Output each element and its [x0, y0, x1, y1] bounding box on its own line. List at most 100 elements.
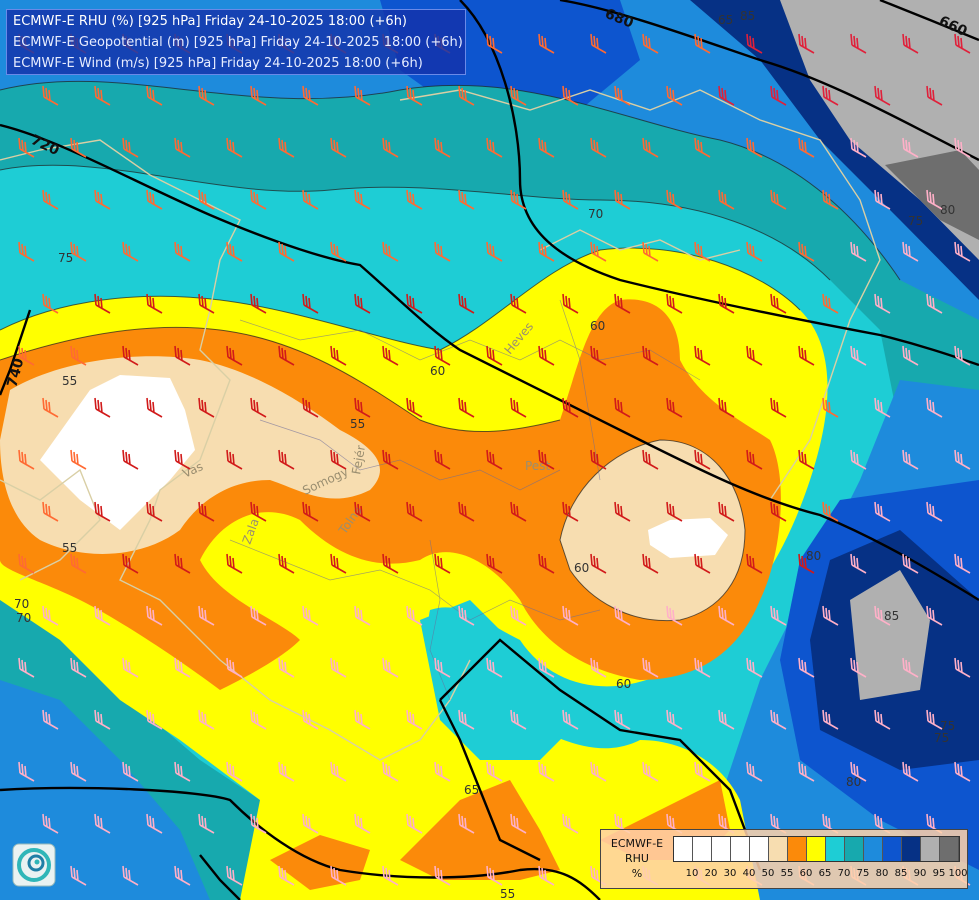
- legend-tick-label: 10: [685, 868, 699, 879]
- wind-barb: [926, 85, 943, 106]
- wind-barb: [902, 33, 919, 54]
- wind-barb: [822, 605, 839, 626]
- svg-text:55: 55: [62, 541, 77, 555]
- wind-barb: [434, 865, 451, 886]
- legend-tick-label: 85: [894, 868, 908, 879]
- wind-barb: [850, 241, 867, 262]
- wind-barb: [174, 761, 191, 782]
- wind-barb: [18, 657, 35, 678]
- wind-barb: [226, 761, 243, 782]
- wind-barb: [562, 397, 579, 418]
- svg-text:60: 60: [430, 364, 445, 378]
- wind-barb: [226, 137, 243, 158]
- wind-barb: [330, 761, 347, 782]
- wind-barb: [382, 449, 399, 470]
- wind-barb: [850, 761, 867, 782]
- wind-barb: [354, 605, 371, 626]
- wind-barb: [798, 345, 815, 366]
- wind-barb: [746, 137, 763, 158]
- wind-barb: [590, 345, 607, 366]
- wind-barb: [798, 33, 815, 54]
- wind-barb: [226, 345, 243, 366]
- wind-barb: [510, 501, 527, 522]
- wind-barb: [18, 761, 35, 782]
- wind-barb: [174, 241, 191, 262]
- svg-text:60: 60: [616, 677, 631, 691]
- wind-barb: [694, 761, 711, 782]
- wind-barb: [226, 553, 243, 574]
- legend-tick-label: 90: [913, 868, 927, 879]
- wind-barb: [590, 657, 607, 678]
- wind-barb: [406, 813, 423, 834]
- wind-barb: [874, 293, 891, 314]
- legend-tick-label: 50: [761, 868, 775, 879]
- wind-barb: [694, 345, 711, 366]
- wind-barb: [718, 85, 735, 106]
- title-rhu: ECMWF-E RHU (%) [925 hPa] Friday 24-10-2…: [13, 14, 407, 29]
- svg-text:80: 80: [846, 775, 861, 789]
- wind-barb: [562, 85, 579, 106]
- wind-barb: [146, 813, 163, 834]
- wind-barb: [666, 293, 683, 314]
- svg-text:70: 70: [16, 611, 31, 625]
- wind-barb: [642, 553, 659, 574]
- wind-barb: [174, 657, 191, 678]
- wind-barb: [510, 709, 527, 730]
- wind-barb: [666, 605, 683, 626]
- wind-barb: [746, 553, 763, 574]
- wind-barb: [798, 553, 815, 574]
- rhu-legend: ECMWF-E RHU % 10 20 30 40 50 55 60 65 70 75 80 85 90…: [600, 829, 968, 889]
- wind-barb: [562, 813, 579, 834]
- wind-barb: [590, 241, 607, 262]
- wind-barb: [746, 241, 763, 262]
- wind-barb: [694, 137, 711, 158]
- wind-barb: [382, 345, 399, 366]
- wind-barb: [746, 33, 763, 54]
- wind-barb: [278, 449, 295, 470]
- wind-barb: [330, 449, 347, 470]
- wind-barb: [822, 501, 839, 522]
- wind-barb: [486, 553, 503, 574]
- wind-barb: [122, 241, 139, 262]
- wind-barb: [70, 345, 87, 366]
- wind-barb: [902, 761, 919, 782]
- wind-barb: [486, 449, 503, 470]
- geo-label-740: 740: [4, 356, 27, 389]
- wind-barb: [770, 501, 787, 522]
- wind-barb: [822, 189, 839, 210]
- wind-barb: [614, 85, 631, 106]
- legend-swatch: [921, 837, 940, 861]
- legend-swatch: [693, 837, 712, 861]
- wind-barb: [562, 189, 579, 210]
- wind-barb: [226, 865, 243, 886]
- wind-barb: [458, 605, 475, 626]
- svg-text:60: 60: [574, 561, 589, 575]
- wind-barb: [874, 709, 891, 730]
- wind-barb: [302, 501, 319, 522]
- wind-barb: [434, 657, 451, 678]
- wind-barb: [122, 553, 139, 574]
- wind-barb: [590, 553, 607, 574]
- wind-barb: [70, 553, 87, 574]
- wind-barb: [434, 761, 451, 782]
- wind-barb: [302, 709, 319, 730]
- wind-barb: [18, 241, 35, 262]
- wind-barb: [642, 657, 659, 678]
- wind-barb: [718, 397, 735, 418]
- wind-barb: [718, 293, 735, 314]
- wind-barb: [458, 85, 475, 106]
- wind-barb: [902, 449, 919, 470]
- wind-barb: [510, 813, 527, 834]
- wind-barb: [174, 553, 191, 574]
- wind-barb: [250, 709, 267, 730]
- svg-text:80: 80: [940, 203, 955, 217]
- border-lines: [0, 89, 881, 761]
- wind-barb: [122, 345, 139, 366]
- wind-barb: [954, 33, 971, 54]
- wind-barb: [42, 293, 59, 314]
- wind-barb: [486, 345, 503, 366]
- wind-barb: [850, 449, 867, 470]
- wind-barb: [666, 189, 683, 210]
